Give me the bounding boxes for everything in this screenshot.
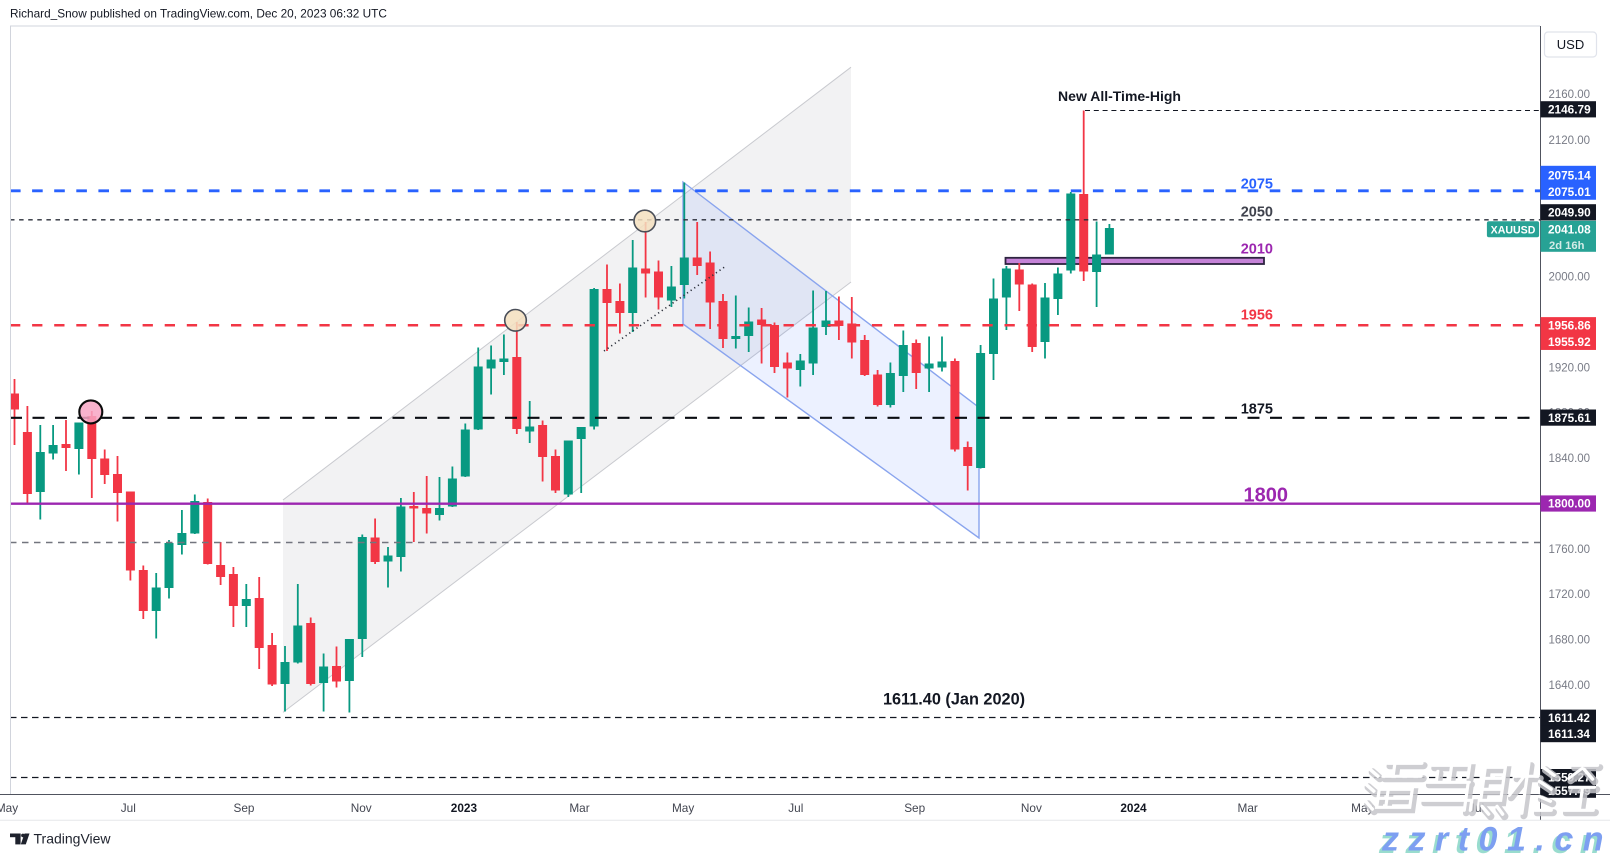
svg-text:2d 16h: 2d 16h (1549, 240, 1585, 252)
svg-text:May: May (672, 801, 694, 815)
svg-text:2010: 2010 (1241, 242, 1273, 258)
svg-text:Sep: Sep (234, 801, 255, 815)
svg-text:1875: 1875 (1241, 402, 1273, 418)
svg-text:2146.79: 2146.79 (1548, 103, 1591, 117)
svg-text:May: May (0, 801, 18, 815)
svg-text:Mar: Mar (569, 801, 589, 815)
svg-text:Nov: Nov (351, 801, 372, 815)
svg-text:1955.92: 1955.92 (1548, 335, 1591, 349)
svg-text:New All-Time-High: New All-Time-High (1058, 88, 1181, 104)
svg-text:2023: 2023 (451, 801, 478, 815)
svg-text:2050: 2050 (1241, 205, 1273, 221)
svg-text:1611.42: 1611.42 (1548, 711, 1590, 725)
svg-text:2024: 2024 (1120, 801, 1147, 815)
svg-text:2075.01: 2075.01 (1548, 185, 1591, 199)
svg-text:1611.34: 1611.34 (1548, 727, 1590, 741)
svg-text:1680.00: 1680.00 (1549, 635, 1591, 647)
svg-text:1611.40 (Jan 2020): 1611.40 (Jan 2020) (883, 691, 1025, 709)
svg-text:2075.14: 2075.14 (1548, 169, 1591, 183)
svg-text:Nov: Nov (1021, 801, 1042, 815)
svg-text:TradingView: TradingView (34, 831, 112, 847)
svg-text:1956.86: 1956.86 (1548, 319, 1591, 333)
svg-text:Sep: Sep (904, 801, 925, 815)
svg-text:Mar: Mar (1238, 801, 1258, 815)
svg-text:2041.08: 2041.08 (1548, 223, 1591, 237)
svg-text:1875.61: 1875.61 (1548, 411, 1591, 425)
svg-text:zzrt01.cn: zzrt01.cn (1378, 823, 1610, 857)
svg-text:1640.00: 1640.00 (1549, 680, 1591, 692)
svg-text:1720.00: 1720.00 (1549, 589, 1591, 601)
svg-text:Richard_Snow published on Trad: Richard_Snow published on TradingView.co… (10, 6, 387, 20)
svg-text:1800: 1800 (1244, 485, 1289, 507)
svg-text:1800.00: 1800.00 (1548, 497, 1591, 511)
svg-text:1840.00: 1840.00 (1549, 453, 1591, 465)
svg-text:1760.00: 1760.00 (1549, 544, 1591, 556)
svg-text:2000.00: 2000.00 (1549, 272, 1591, 284)
svg-text:XAUUSD: XAUUSD (1491, 224, 1536, 236)
svg-text:USD: USD (1557, 37, 1584, 52)
svg-text:2160.00: 2160.00 (1549, 89, 1591, 101)
svg-text:Jul: Jul (788, 801, 803, 815)
svg-text:Jul: Jul (121, 801, 136, 815)
svg-text:2120.00: 2120.00 (1549, 135, 1591, 147)
svg-text:2075: 2075 (1241, 177, 1273, 193)
svg-text:1956: 1956 (1241, 308, 1273, 324)
svg-text:zzrt01.cn: zzrt01.cn (1381, 821, 1610, 857)
svg-text:2049.90: 2049.90 (1548, 206, 1591, 220)
svg-text:1920.00: 1920.00 (1549, 362, 1591, 374)
